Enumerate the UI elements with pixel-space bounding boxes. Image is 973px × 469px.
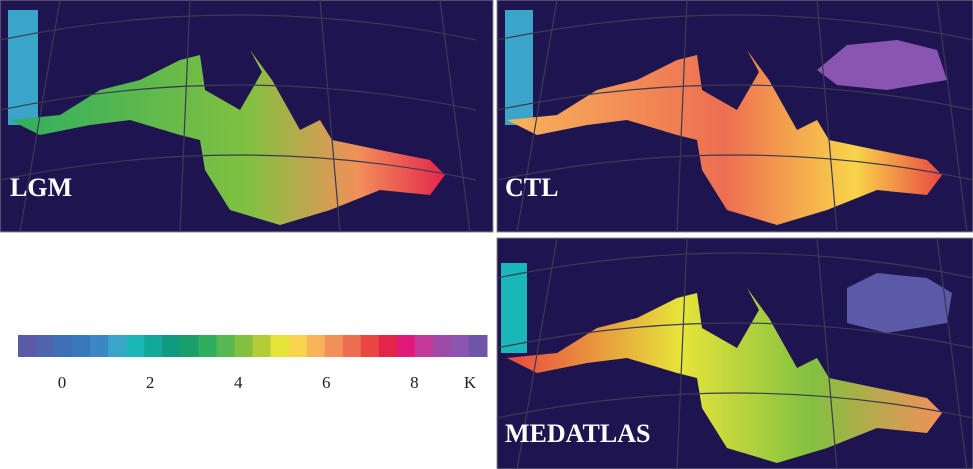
tick-label: 4 xyxy=(234,373,243,392)
tick-label: 0 xyxy=(58,373,67,392)
colorbar-swatch xyxy=(144,335,163,357)
colorbar-swatch xyxy=(198,335,217,357)
colorbar-swatch xyxy=(126,335,145,357)
colorbar-swatch xyxy=(397,335,416,357)
colorbar-swatch xyxy=(180,335,199,357)
colorbar-swatch xyxy=(433,335,452,357)
colorbar-swatch xyxy=(216,335,235,357)
colorbar-swatch xyxy=(90,335,109,357)
colorbar-swatch xyxy=(72,335,91,357)
colorbar-swatch xyxy=(343,335,362,357)
colorbar-swatch xyxy=(415,335,434,357)
colorbar-swatch xyxy=(18,335,37,357)
colorbar-swatch xyxy=(253,335,272,357)
colorbar-swatch xyxy=(451,335,470,357)
tick-label: 2 xyxy=(146,373,155,392)
colorbar-swatch xyxy=(379,335,398,357)
panel-label: MEDATLAS xyxy=(505,419,650,448)
panel-medatlas: MEDATLAS xyxy=(497,238,973,469)
colorbar-swatch xyxy=(234,335,253,357)
colorbar-swatch xyxy=(307,335,326,357)
colorbar: 0 2 4 6 8 K xyxy=(18,335,488,392)
panel-lgm: LGM xyxy=(0,0,493,232)
colorbar-swatch xyxy=(289,335,308,357)
unit-label: K xyxy=(464,373,477,392)
colorbar-swatch xyxy=(469,335,488,357)
colorbar-swatch xyxy=(325,335,344,357)
colorbar-swatch xyxy=(54,335,73,357)
tick-label: 6 xyxy=(322,373,331,392)
panel-label: CTL xyxy=(505,173,558,202)
colorbar-swatch xyxy=(271,335,290,357)
colorbar-swatch xyxy=(162,335,181,357)
figure: LGM CTL MEDATLAS 0 2 4 6 8 K xyxy=(0,0,973,469)
panel-label: LGM xyxy=(10,173,72,202)
colorbar-swatch xyxy=(108,335,127,357)
panel-ctl: CTL xyxy=(497,0,973,232)
colorbar-swatch xyxy=(36,335,55,357)
colorbar-swatch xyxy=(361,335,380,357)
tick-label: 8 xyxy=(410,373,419,392)
